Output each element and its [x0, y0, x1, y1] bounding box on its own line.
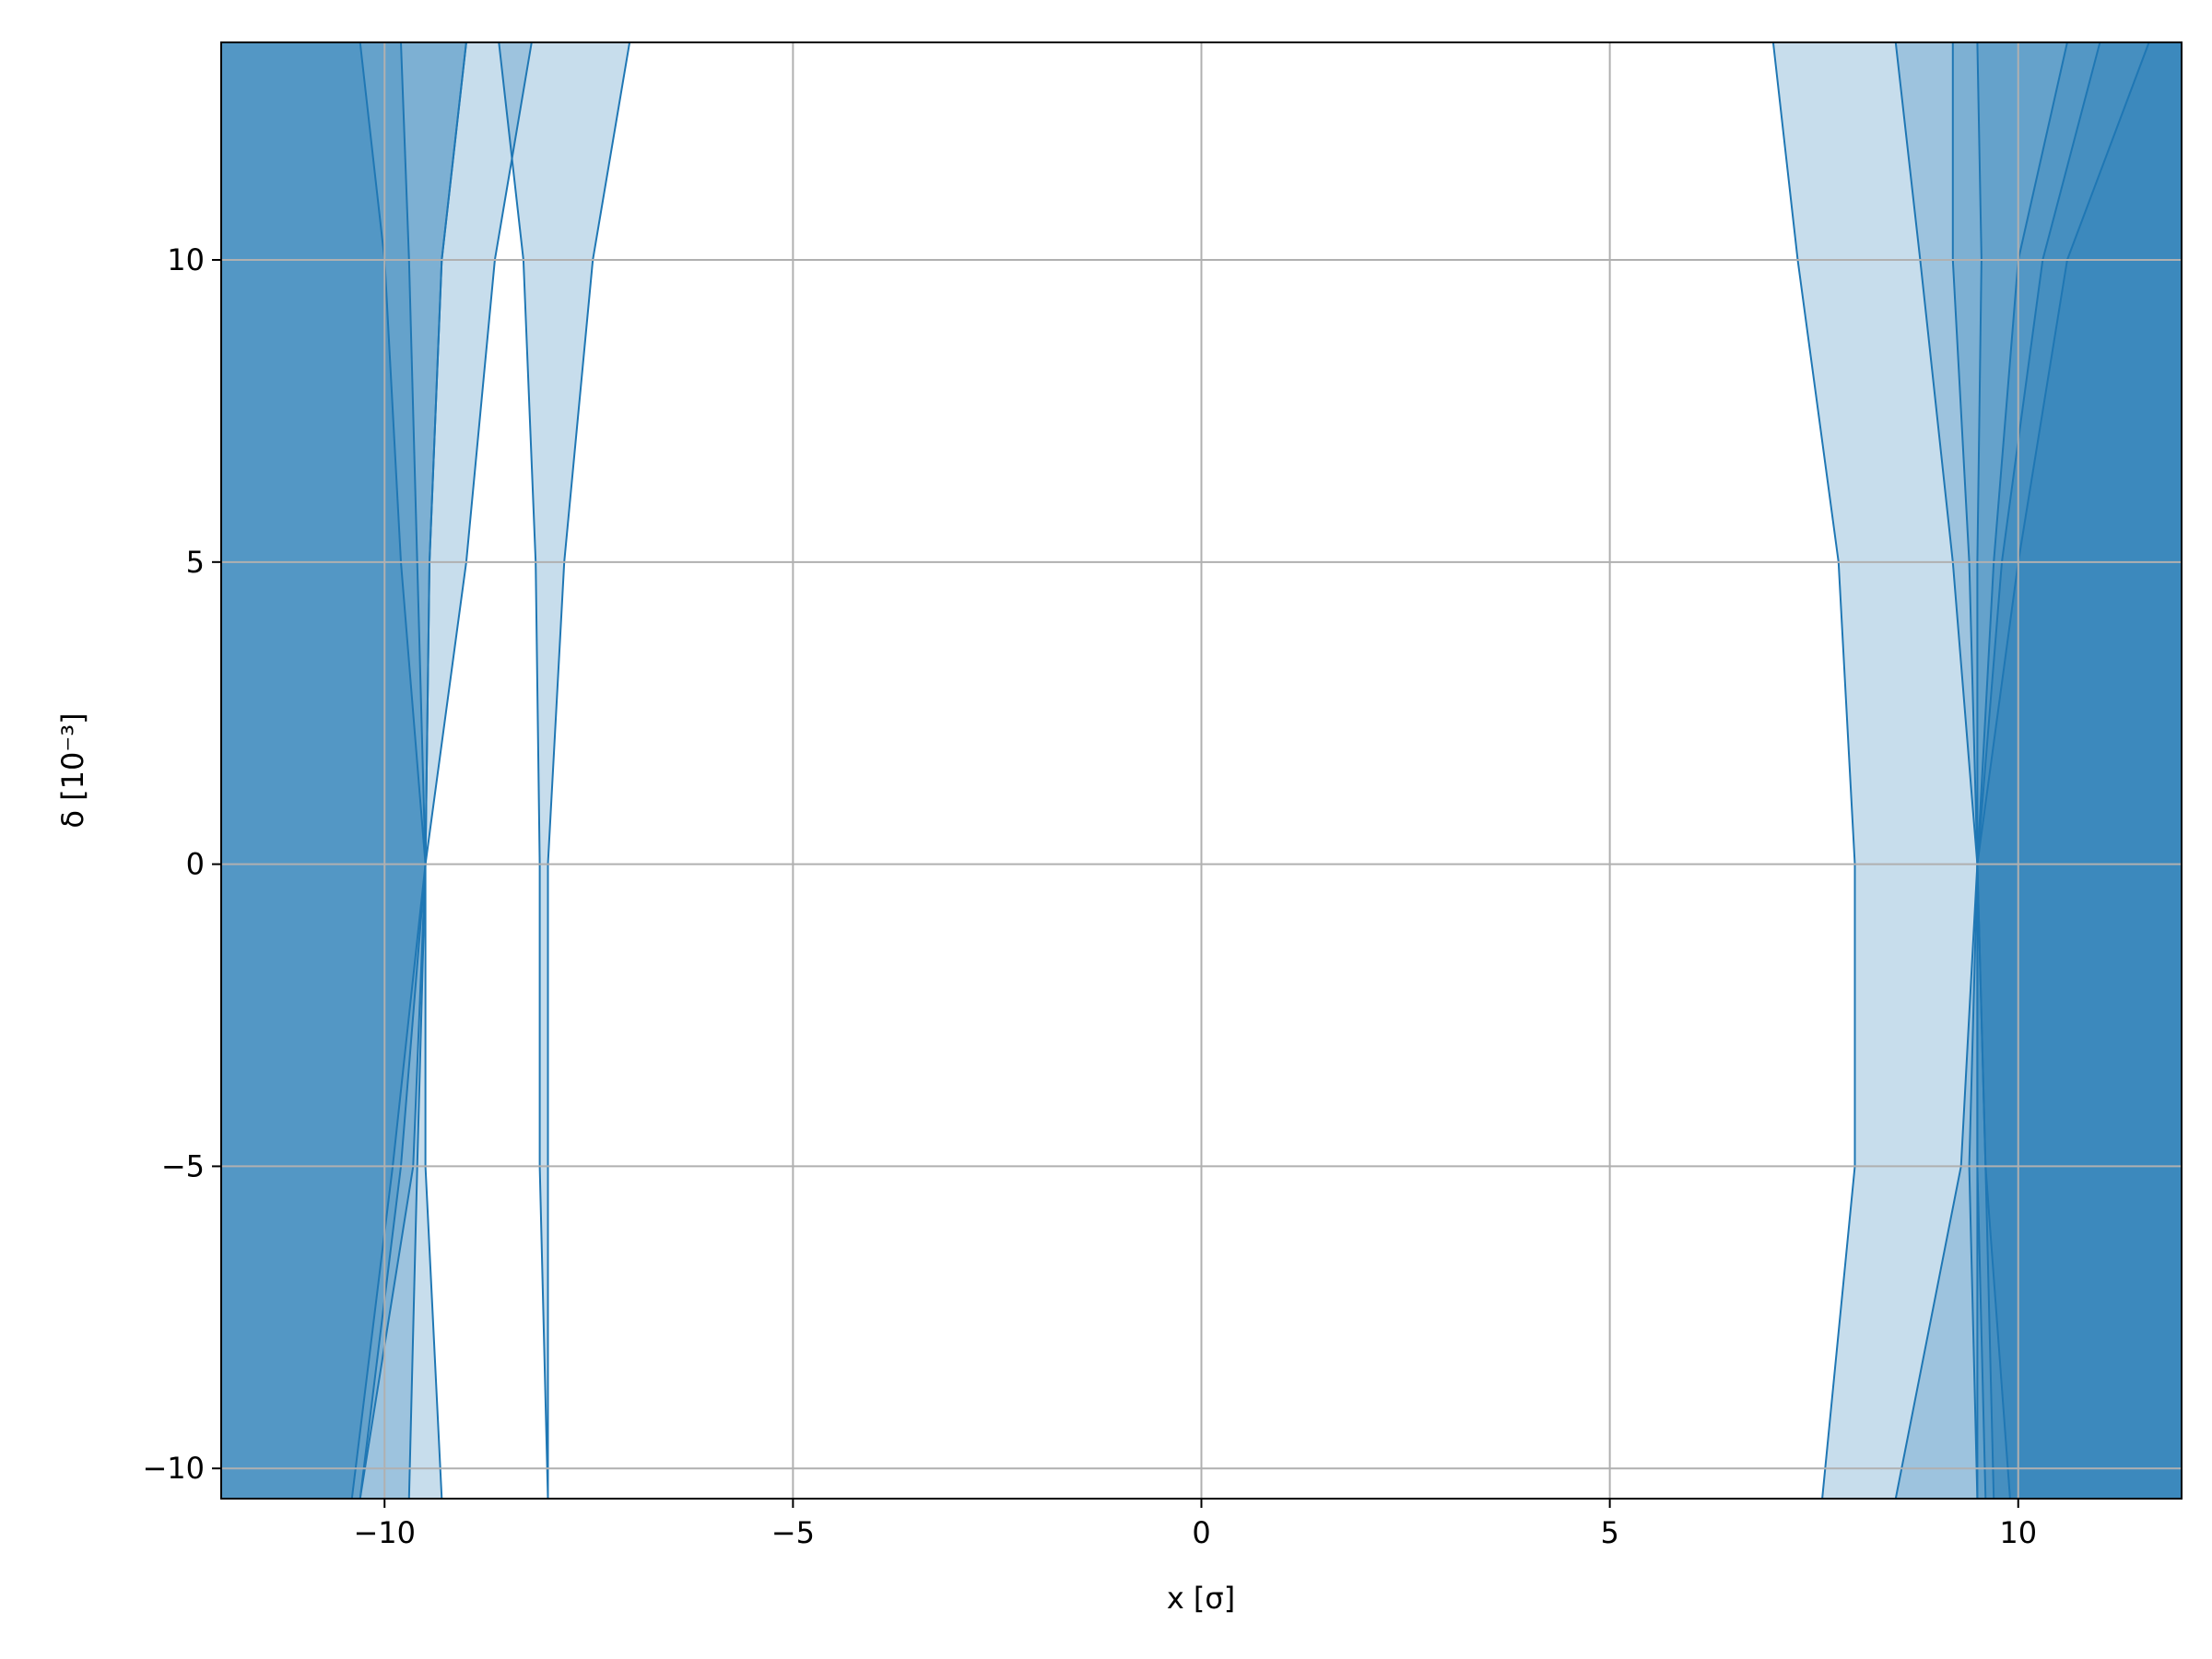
- band-9: [1952, 42, 2182, 1499]
- band-10: [1895, 42, 2182, 1499]
- band-3-right-boundary: [350, 41, 533, 1500]
- band-5-right-boundary: [424, 41, 467, 1500]
- band-4-right-boundary: [547, 41, 631, 1499]
- band-3: [221, 42, 532, 1499]
- y-tick-label-2: 0: [186, 847, 205, 882]
- x-tick-label-3: 5: [1600, 1515, 1618, 1550]
- band-5: [221, 42, 466, 1499]
- band-10-left-boundary: [1894, 41, 2101, 1500]
- band-0-right-boundary: [359, 41, 427, 1500]
- band-12-left-boundary: [1968, 41, 2150, 1500]
- band-7: [1895, 42, 2182, 1499]
- band-1-right-boundary: [400, 41, 427, 1500]
- y-tick-label-3: 5: [186, 545, 205, 580]
- band-6-left-boundary: [1771, 41, 1856, 1500]
- band-7-left-boundary: [1894, 41, 1995, 1500]
- band-8-left-boundary: [1976, 41, 2011, 1500]
- band-11: [1977, 42, 2182, 1499]
- x-tick-label-2: 0: [1192, 1515, 1210, 1550]
- band-11-left-boundary: [1976, 41, 2068, 1500]
- bands: [220, 41, 2183, 1500]
- x-axis-label: x [σ]: [1167, 1581, 1235, 1616]
- y-tick-label-0: −10: [142, 1451, 205, 1486]
- band-1: [221, 42, 426, 1499]
- y-tick-label-4: 10: [167, 242, 205, 277]
- band-9-left-boundary: [1951, 42, 1979, 1499]
- y-tick-label-1: −5: [161, 1148, 205, 1183]
- x-tick-label-0: −10: [353, 1515, 416, 1550]
- ticks: −10 −5 0 5 10 −10 −5 0 5 10: [142, 242, 2037, 1550]
- band-0: [221, 42, 426, 1499]
- band-4-left-boundary: [498, 41, 549, 1500]
- band-2: [221, 42, 466, 1499]
- x-tick-label-1: −5: [771, 1515, 815, 1550]
- grid: [221, 42, 2182, 1499]
- x-tick-label-4: 10: [1999, 1515, 2037, 1550]
- band-8: [1977, 42, 2182, 1499]
- y-axis-label: δ [10⁻³]: [55, 712, 90, 828]
- band-4: [499, 42, 630, 1499]
- band-12: [1969, 42, 2182, 1499]
